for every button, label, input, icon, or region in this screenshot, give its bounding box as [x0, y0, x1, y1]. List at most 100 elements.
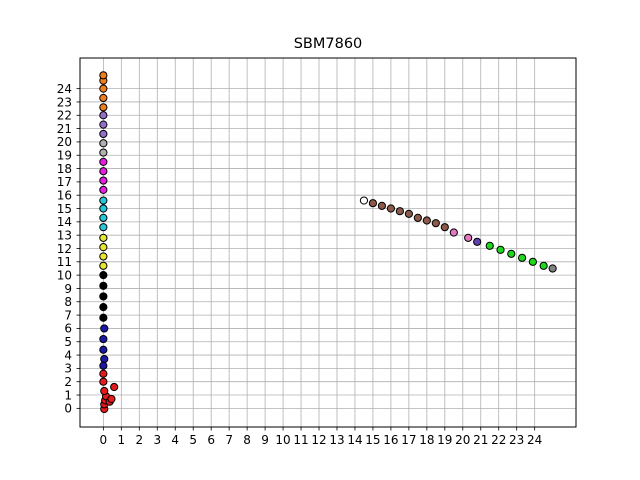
y-tick-label: 7	[64, 308, 72, 322]
data-point	[517, 253, 527, 262]
data-point	[99, 369, 108, 378]
data-point	[440, 223, 449, 232]
data-point	[99, 233, 108, 242]
data-point	[548, 264, 557, 273]
x-tick-label: 19	[437, 433, 452, 447]
data-point	[99, 148, 108, 157]
data-point	[99, 223, 108, 232]
x-tick-label: 5	[189, 433, 197, 447]
x-tick-label: 3	[153, 433, 161, 447]
data-point	[413, 213, 422, 222]
data-point	[99, 129, 108, 139]
data-point	[528, 257, 537, 266]
x-tick-label: 2	[135, 433, 143, 447]
data-point	[485, 241, 494, 250]
data-point	[99, 120, 108, 129]
data-point	[99, 377, 108, 386]
data-point	[99, 167, 108, 176]
x-tick-label: 10	[275, 433, 290, 447]
x-tick-label: 12	[311, 433, 326, 447]
data-point	[110, 382, 119, 392]
chart-title: SBM7860	[294, 36, 363, 52]
data-point	[99, 111, 108, 120]
data-point	[107, 394, 116, 404]
data-point	[99, 139, 108, 148]
data-point	[99, 281, 108, 290]
y-tick-label: 12	[57, 242, 72, 256]
data-point	[99, 204, 108, 213]
x-tick-label: 8	[243, 433, 251, 447]
y-tick-label: 4	[64, 348, 72, 362]
y-tick-label: 11	[57, 255, 72, 269]
x-tick-label: 15	[365, 433, 380, 447]
y-tick-label: 22	[57, 109, 72, 123]
y-tick-label: 2	[64, 375, 72, 389]
data-point	[99, 157, 108, 167]
data-point	[99, 185, 108, 194]
y-tick-label: 23	[57, 95, 72, 109]
data-point	[99, 103, 108, 112]
y-tick-label: 6	[64, 322, 72, 336]
data-point	[496, 245, 505, 254]
data-point	[99, 71, 108, 80]
x-tick-label: 1	[118, 433, 126, 447]
data-point	[377, 201, 387, 210]
y-tick-label: 13	[57, 228, 72, 242]
y-tick-label: 9	[64, 282, 72, 296]
x-tick-label: 24	[527, 433, 542, 447]
x-tick-label: 22	[491, 433, 506, 447]
data-point	[99, 361, 108, 370]
y-tick-label: 3	[64, 362, 72, 376]
x-tick-label: 17	[401, 433, 416, 447]
data-point	[539, 261, 548, 270]
x-tick-label: 11	[293, 433, 308, 447]
x-tick-label: 13	[329, 433, 344, 447]
y-tick-label: 10	[57, 268, 72, 282]
data-point	[100, 354, 109, 364]
data-point	[449, 228, 458, 237]
data-point	[99, 334, 108, 344]
data-point	[464, 233, 473, 242]
y-tick-label: 14	[57, 215, 72, 229]
data-point	[99, 252, 108, 261]
y-tick-label: 17	[57, 175, 72, 189]
data-point	[99, 261, 108, 270]
x-tick-label: 23	[509, 433, 524, 447]
data-point	[359, 196, 369, 205]
data-point	[99, 176, 108, 185]
data-point	[99, 271, 108, 280]
data-point	[99, 243, 108, 252]
y-tick-label: 8	[64, 295, 72, 309]
y-tick-label: 24	[57, 82, 72, 96]
grid-lines	[80, 58, 576, 427]
data-points	[99, 71, 557, 414]
x-tick-label: 14	[347, 433, 362, 447]
x-tick-label: 20	[455, 433, 470, 447]
x-tick-label: 0	[100, 433, 108, 447]
data-point	[404, 209, 413, 218]
data-point	[99, 303, 108, 312]
plot-frame	[79, 57, 577, 428]
x-tick-label: 6	[207, 433, 215, 447]
data-point	[99, 84, 108, 93]
x-tick-label: 16	[383, 433, 398, 447]
data-point	[395, 207, 404, 216]
data-point	[473, 237, 482, 246]
x-tick-label: 7	[225, 433, 233, 447]
data-point	[431, 219, 440, 228]
y-tick-label: 16	[57, 189, 72, 203]
y-tick-label: 21	[57, 122, 72, 136]
data-point	[99, 196, 108, 205]
x-tick-label: 21	[473, 433, 488, 447]
x-tick-label: 18	[419, 433, 434, 447]
data-point	[100, 324, 109, 333]
y-tick-label: 20	[57, 135, 72, 149]
x-tick-label: 9	[261, 433, 269, 447]
data-point	[100, 386, 109, 396]
y-tick-label: 5	[64, 335, 72, 349]
data-point	[99, 292, 108, 301]
data-point	[99, 345, 108, 354]
data-point	[99, 213, 108, 222]
